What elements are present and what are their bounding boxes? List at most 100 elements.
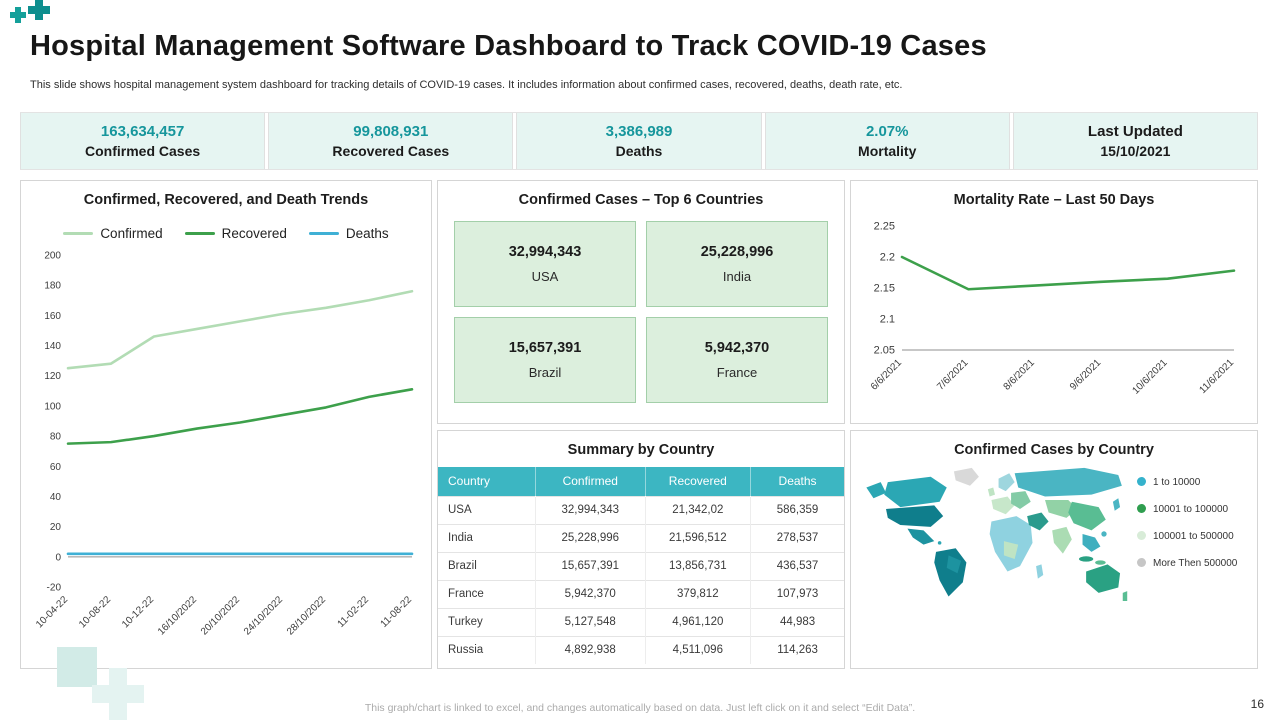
footer-note: This graph/chart is linked to excel, and… — [364, 702, 916, 714]
legend-label: 100001 to 500000 — [1153, 531, 1234, 542]
svg-text:10-08-22: 10-08-22 — [77, 594, 113, 630]
legend-swatch — [184, 231, 215, 236]
svg-text:10/6/2021: 10/6/2021 — [1130, 357, 1170, 397]
map-legend-item: 10001 to 100000 — [1137, 503, 1249, 516]
cross-decoration-icon — [92, 668, 144, 720]
legend-label: 1 to 10000 — [1153, 477, 1201, 488]
legend-item-recovered: Recovered — [184, 226, 287, 241]
svg-text:200: 200 — [44, 251, 61, 262]
cell: Brazil — [438, 551, 536, 580]
cell: 21,596,512 — [644, 523, 751, 552]
summary-panel: Summary by Country Country Confirmed Rec… — [437, 430, 845, 669]
svg-text:2.15: 2.15 — [874, 283, 895, 295]
region-asia — [1014, 467, 1122, 565]
map-panel-title: Confirmed Cases by Country — [954, 442, 1154, 458]
summary-panel-title: Summary by Country — [567, 442, 715, 458]
map-content: 1 to 10000 10001 to 100000 100001 to 500… — [851, 458, 1257, 622]
svg-text:2.05: 2.05 — [874, 345, 895, 357]
kpi-label: Mortality — [858, 143, 917, 159]
summary-table: Country Confirmed Recovered Deaths USA 3… — [438, 467, 844, 664]
table-header-row: Country Confirmed Recovered Deaths — [438, 467, 844, 496]
map-legend-item: More Then 500000 — [1137, 557, 1249, 570]
mortality-panel-title: Mortality Rate – Last 50 Days — [953, 192, 1155, 208]
legend-item-confirmed: Confirmed — [63, 226, 163, 241]
table-row: Turkey 5,127,548 4,961,120 44,983 — [438, 607, 844, 636]
legend-dot-icon — [1137, 504, 1146, 513]
kpi-last-updated: Last Updated 15/10/2021 — [1012, 113, 1259, 169]
mortality-line-chart[interactable]: 2.25 2.2 2.15 2.1 2.056/6/2021 7/6/2021 8/6/20… — [856, 212, 1252, 410]
card-name: India — [722, 269, 752, 284]
svg-text:140: 140 — [44, 341, 61, 352]
svg-text:2.1: 2.1 — [880, 314, 895, 326]
table-row: France 5,942,370 379,812 107,973 — [438, 579, 844, 608]
cell: 4,892,938 — [534, 635, 646, 664]
card-name: France — [716, 365, 758, 380]
top-countries-panel: Confirmed Cases – Top 6 Countries 32,994… — [437, 180, 845, 424]
country-card-usa: 32,994,343 USA — [454, 221, 636, 307]
svg-text:40: 40 — [50, 492, 62, 503]
table-row: Brazil 15,657,391 13,856,731 436,537 — [438, 551, 844, 580]
map-legend-item: 1 to 10000 — [1137, 476, 1249, 489]
table-row: USA 32,994,343 21,342,02 586,359 — [438, 495, 844, 524]
col-header-country: Country — [438, 467, 536, 496]
kpi-value: 163,634,457 — [100, 123, 185, 140]
kpi-value: Last Updated — [1087, 123, 1183, 140]
cell: 379,812 — [644, 579, 751, 608]
kpi-confirmed-cases: 163,634,457 Confirmed Cases — [20, 113, 266, 169]
svg-text:2.25: 2.25 — [874, 221, 895, 233]
svg-text:11-08-22: 11-08-22 — [379, 594, 415, 630]
svg-text:6/6/2021: 6/6/2021 — [869, 357, 905, 393]
map-legend-item: 100001 to 500000 — [1137, 530, 1249, 543]
cell: 436,537 — [750, 551, 844, 580]
cell: 5,942,370 — [534, 579, 646, 608]
card-value: 25,228,996 — [700, 244, 774, 260]
legend-swatch — [63, 231, 94, 236]
world-map[interactable] — [861, 462, 1129, 622]
cell: 15,657,391 — [534, 551, 646, 580]
region-south-america — [934, 548, 967, 597]
kpi-band: 163,634,457 Confirmed Cases 99,808,931 R… — [20, 112, 1259, 170]
region-north-america — [866, 476, 947, 545]
cell: 13,856,731 — [644, 551, 751, 580]
table-row: India 25,228,996 21,596,512 278,537 — [438, 523, 844, 552]
col-header-recovered: Recovered — [644, 467, 751, 496]
cell: 32,994,343 — [534, 495, 646, 524]
legend-label: More Then 500000 — [1153, 558, 1238, 569]
kpi-label: Deaths — [615, 143, 663, 159]
cell: 25,228,996 — [534, 523, 646, 552]
kpi-recovered-cases: 99,808,931 Recovered Cases — [268, 113, 514, 169]
cell: 278,537 — [750, 523, 844, 552]
region-middle-east — [1027, 512, 1049, 531]
kpi-deaths: 3,386,989 Deaths — [516, 113, 762, 169]
svg-text:11-02-22: 11-02-22 — [336, 594, 372, 630]
cell: 21,342,02 — [644, 495, 751, 524]
svg-text:10-04-22: 10-04-22 — [34, 594, 70, 630]
svg-text:-20: -20 — [47, 583, 62, 594]
kpi-value: 3,386,989 — [605, 123, 673, 140]
svg-text:10-12-22: 10-12-22 — [120, 594, 156, 630]
cell: 4,961,120 — [644, 607, 751, 636]
legend-dot-icon — [1137, 477, 1146, 486]
region-oceania — [1086, 564, 1128, 601]
svg-text:9/6/2021: 9/6/2021 — [1068, 357, 1104, 393]
svg-text:7/6/2021: 7/6/2021 — [935, 357, 971, 393]
cross-decoration-icon — [10, 0, 50, 23]
square-decoration — [57, 647, 97, 687]
legend-label: 10001 to 100000 — [1153, 504, 1229, 515]
card-value: 32,994,343 — [508, 244, 582, 260]
cell: 44,983 — [750, 607, 844, 636]
svg-text:24/10/2022: 24/10/2022 — [242, 594, 285, 637]
country-card-france: 5,942,370 France — [646, 317, 828, 403]
country-card-brazil: 15,657,391 Brazil — [454, 317, 636, 403]
svg-text:120: 120 — [44, 371, 61, 382]
card-value: 5,942,370 — [704, 340, 770, 356]
svg-text:28/10/2022: 28/10/2022 — [285, 594, 328, 637]
cell: 114,263 — [750, 635, 844, 664]
cell: 5,127,548 — [534, 607, 646, 636]
legend-swatch — [308, 231, 339, 236]
svg-text:60: 60 — [50, 462, 62, 473]
svg-text:11/6/2021: 11/6/2021 — [1197, 357, 1236, 396]
cell: India — [438, 523, 536, 552]
